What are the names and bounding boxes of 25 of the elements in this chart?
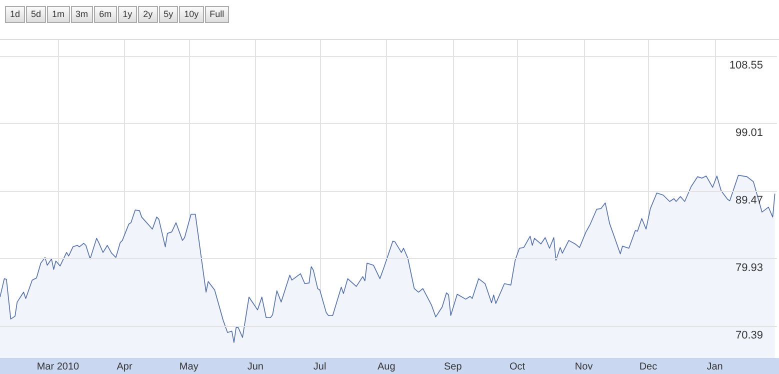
y-tick-label: 108.55: [729, 59, 763, 72]
x-tick-label: Jan: [706, 362, 723, 372]
x-tick-label: May: [179, 362, 198, 372]
x-tick-label: Aug: [377, 362, 396, 372]
x-tick-label: Mar 2010: [36, 362, 80, 372]
x-tick-label: Sep: [444, 362, 462, 372]
text: 6m: [94, 6, 117, 23]
text: 1m: [47, 6, 70, 23]
text: 2y: [138, 6, 158, 23]
text: 1d: [5, 6, 26, 23]
x-tick-label: Jun: [247, 362, 264, 372]
y-tick-label: 70.39: [735, 330, 763, 342]
x-tick-label: Nov: [574, 362, 593, 372]
y-tick-label: 79.93: [735, 262, 763, 274]
text: 10y: [179, 6, 204, 23]
x-tick-label: Jul: [313, 362, 326, 372]
y-tick-label: 99.01: [735, 127, 763, 139]
x-tick-label: Apr: [116, 362, 133, 372]
text: 5y: [158, 6, 178, 23]
x-tick-label: Dec: [639, 362, 658, 372]
text: 3m: [70, 6, 94, 23]
text: 5d: [26, 6, 46, 23]
x-tick-label: Oct: [510, 362, 526, 372]
text: 1y: [118, 6, 138, 23]
text: Full: [204, 6, 230, 23]
